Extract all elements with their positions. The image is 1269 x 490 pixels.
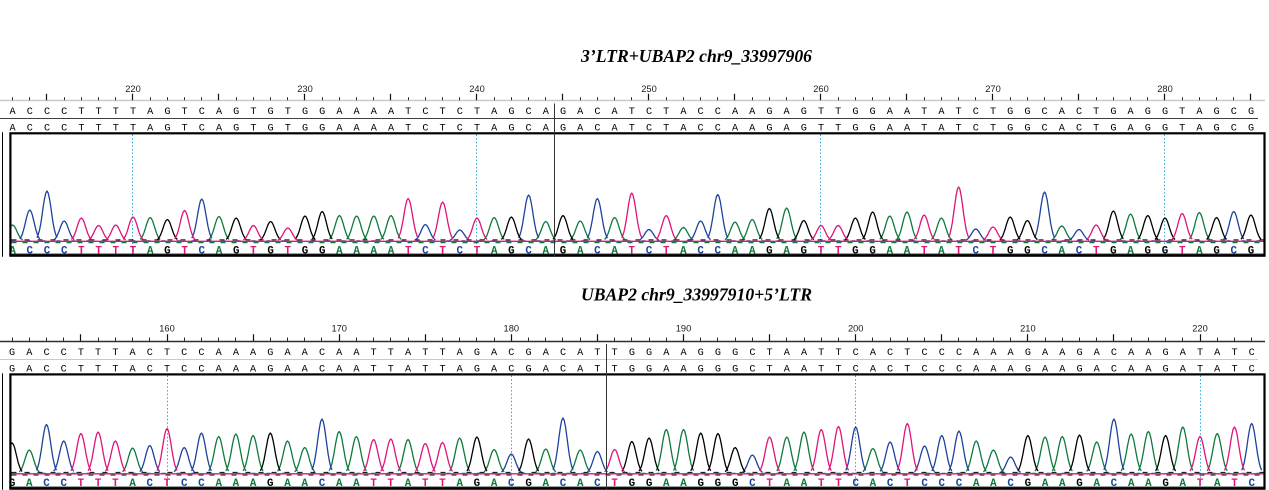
svg-text:170: 170 xyxy=(331,324,347,334)
svg-text:3’LTR+UBAP2 chr9_33997906: 3’LTR+UBAP2 chr9_33997906 xyxy=(580,46,812,66)
svg-text:250: 250 xyxy=(641,84,657,94)
svg-text:160: 160 xyxy=(159,324,175,334)
svg-text:210: 210 xyxy=(1020,324,1036,334)
svg-text:270: 270 xyxy=(985,84,1001,94)
svg-text:UBAP2 chr9_33997910+5’LTR: UBAP2 chr9_33997910+5’LTR xyxy=(581,285,812,305)
svg-text:240: 240 xyxy=(469,84,485,94)
svg-text:ACCCTTTTAGTCAGTGTGGAAAATCTCTAG: ACCCTTTTAGTCAGTGTGGAAAATCTCTAGCAGACATCTA… xyxy=(10,107,1255,118)
svg-text:280: 280 xyxy=(1157,84,1173,94)
svg-text:220: 220 xyxy=(1192,324,1208,334)
svg-text:200: 200 xyxy=(848,324,864,334)
svg-text:GACCTTTACTCCAAAGAACAATTATTAGAC: GACCTTTACTCCAAAGAACAATTATTAGACGACATTGGAA… xyxy=(9,365,1255,376)
svg-text:260: 260 xyxy=(813,84,829,94)
svg-text:180: 180 xyxy=(504,324,520,334)
svg-text:GACCTTTACTCCAAAGAACAATTATTAGAC: GACCTTTACTCCAAAGAACAATTATTAGACGACATTGGAA… xyxy=(9,348,1255,359)
svg-text:ACCCTTTTAGTCAGTGTGGAAAATCTCTAG: ACCCTTTTAGTCAGTGTGGAAAATCTCTAGCAGACATCTA… xyxy=(10,123,1255,134)
svg-text:190: 190 xyxy=(676,324,692,334)
svg-text:230: 230 xyxy=(297,84,313,94)
svg-text:220: 220 xyxy=(125,84,141,94)
svg-text:TTTTTTTTTTTTTTTTTTT: TTTTTTTTTTTTTTTTTTT xyxy=(78,245,1186,257)
